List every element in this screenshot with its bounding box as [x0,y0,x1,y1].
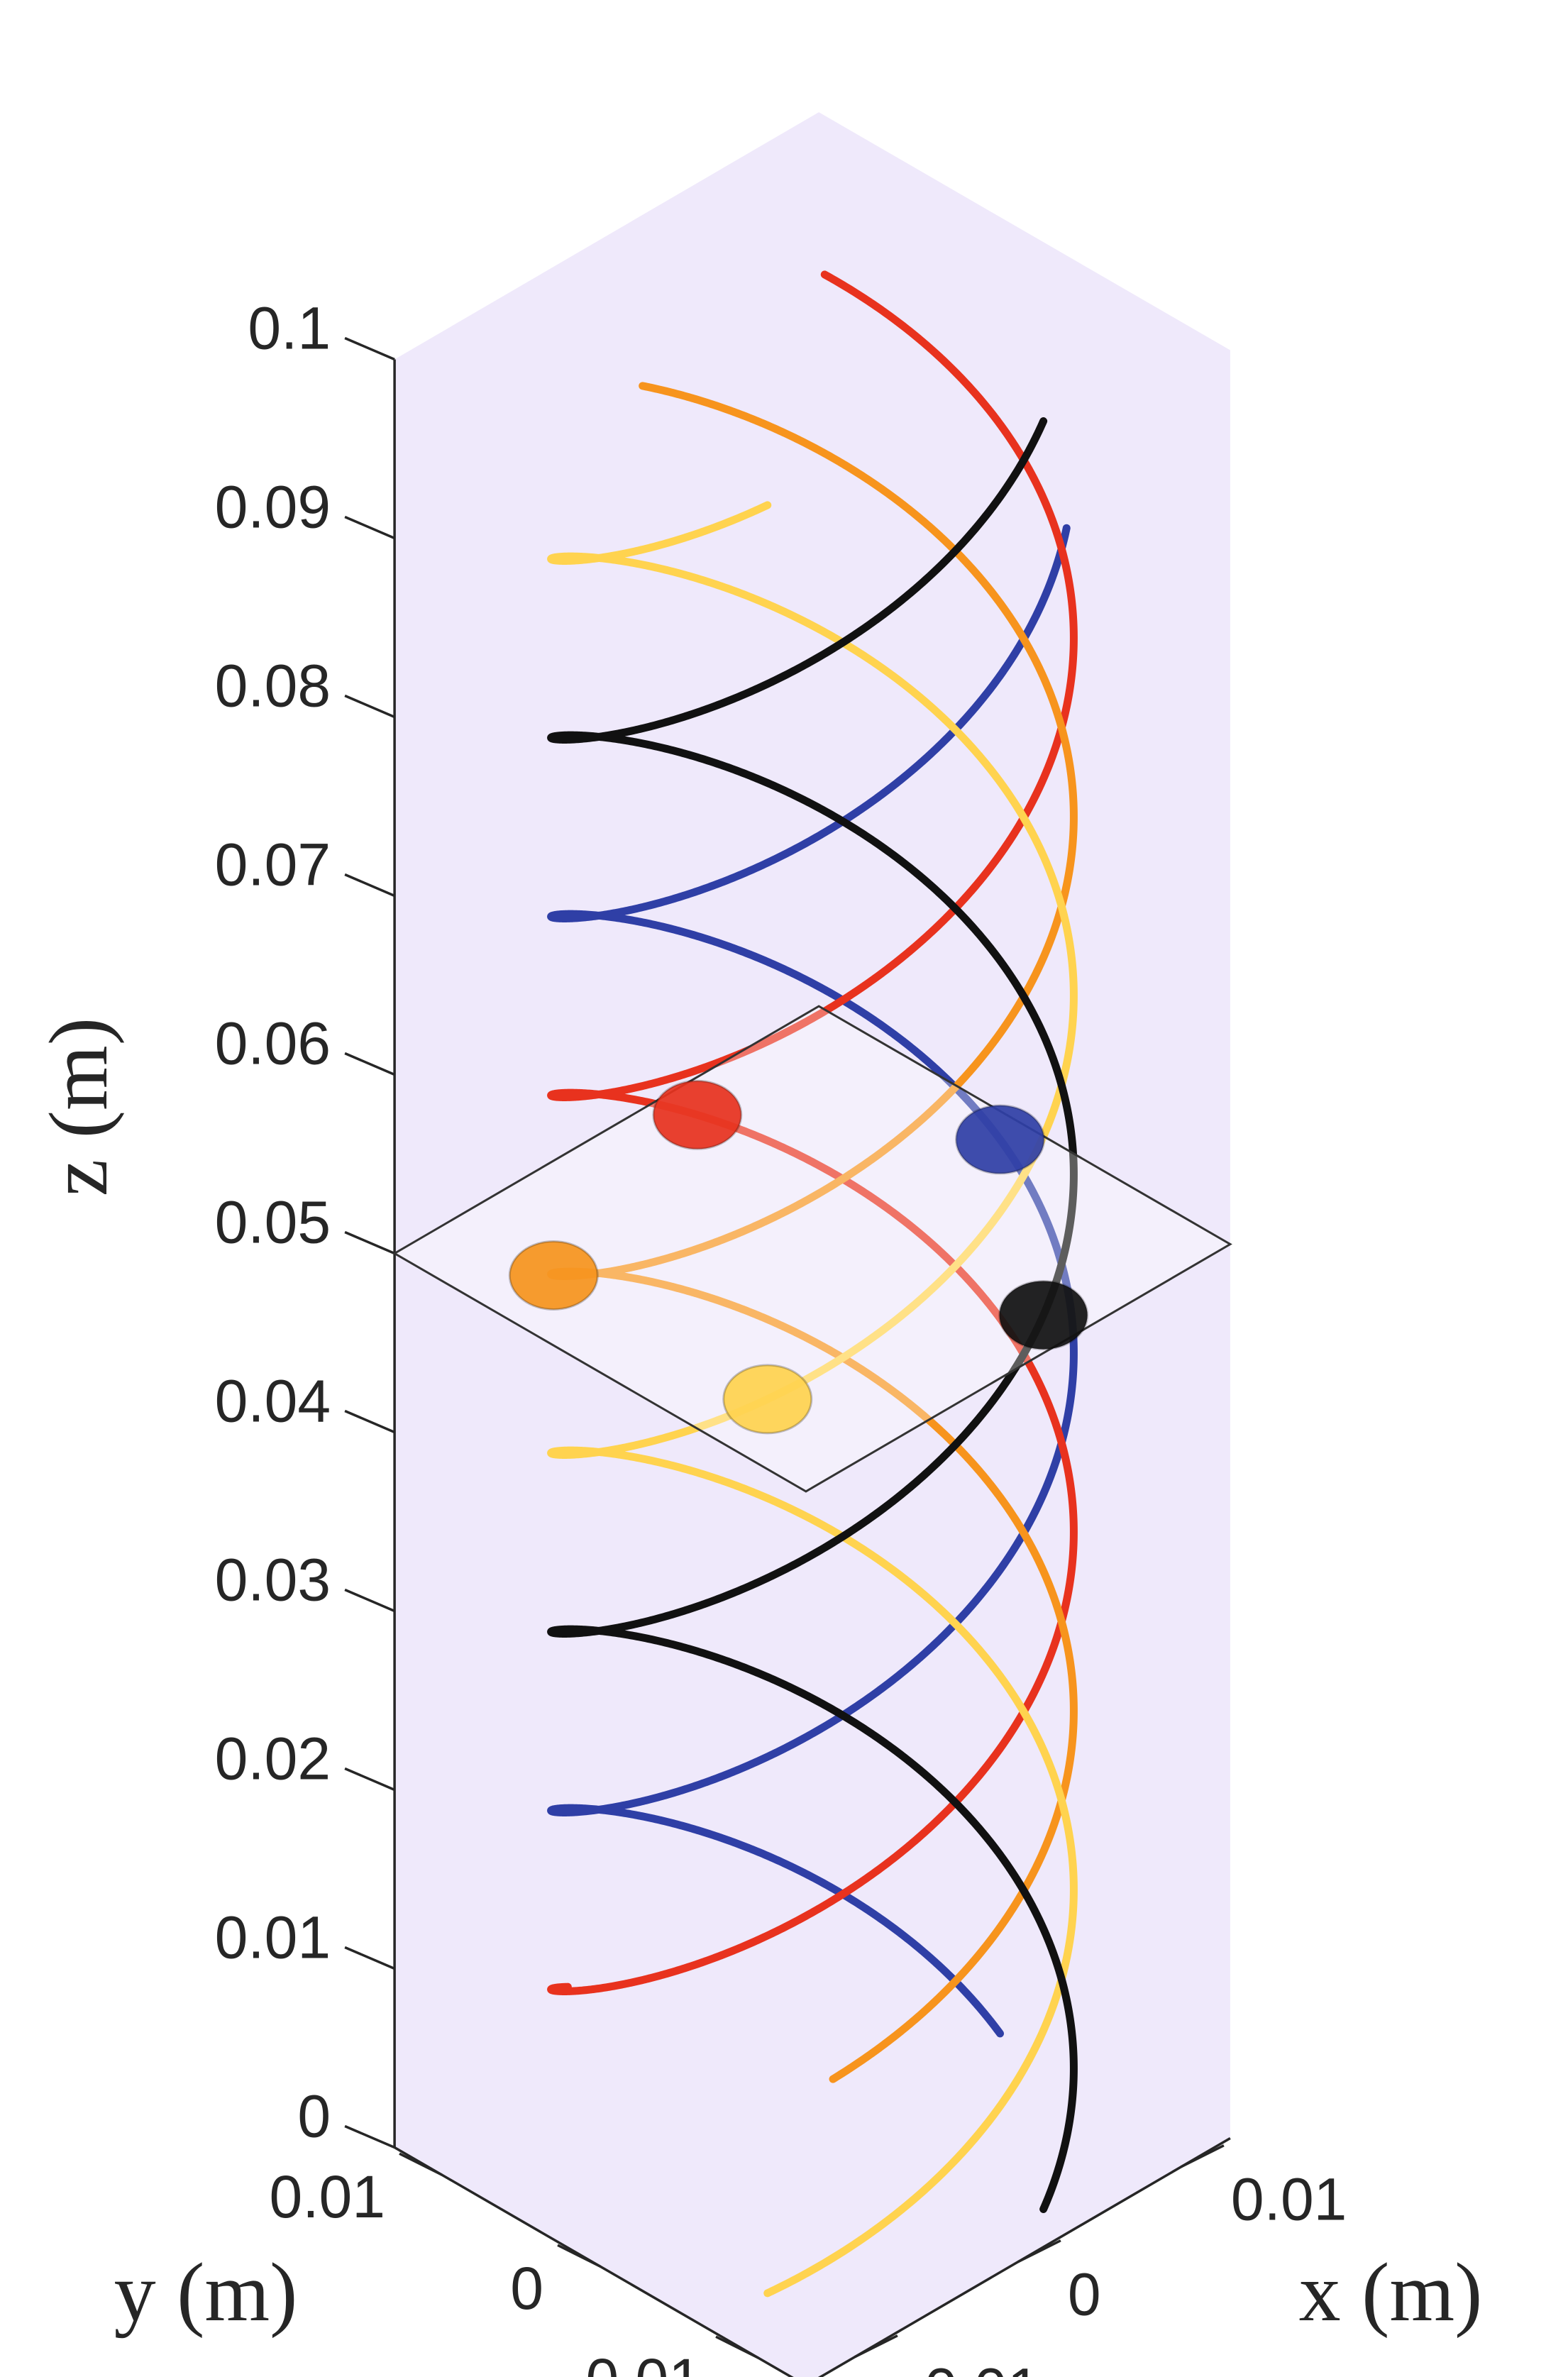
z-tick-mark [344,336,395,361]
x-tick-mark [1017,2239,1061,2263]
z-tick-label: 0.04 [215,1368,331,1435]
z-tick-label: 0.01 [215,1904,331,1971]
position-marker-2 [652,1079,743,1150]
z-tick-mark [344,1052,395,1076]
x-tick-label: 0.01 [1231,2166,1347,2233]
position-marker-4 [722,1364,813,1435]
z-tick-label: 0.09 [215,474,331,541]
z-tick-mark [344,694,395,719]
tick-labels: 0 0.01 0.02 0.03 0.04 0.05 0.06 0.07 0.08 0.09 0.1… [215,295,1347,2377]
position-marker-1 [955,1104,1045,1175]
z-tick-label: 0 [297,2083,331,2150]
z-tick-mark [344,2124,395,2149]
position-marker-5 [998,1279,1089,1350]
z-tick-mark [344,515,395,540]
z-tick-label: 0.06 [215,1010,331,1077]
y-tick-mark [399,2152,443,2176]
z-tick-mark [344,873,395,898]
z-tick-label: 0.1 [248,295,331,362]
y-tick-label: -0.01 [566,2346,702,2377]
x-tick-mark [1181,2144,1225,2168]
x-tick-mark [854,2334,898,2359]
z-axis-label: z (m) [32,1017,125,1196]
z-tick-label: 0.02 [215,1726,331,1792]
x-axis-label: x (m) [1299,2246,1483,2339]
z-tick-mark [344,1230,395,1255]
position-markers [508,1079,1089,1435]
helix-series-1 [547,524,1078,2038]
y-axis-label: y (m) [114,2246,298,2339]
z-tick-mark [344,1946,395,1970]
y-tick-label: 0.01 [270,2163,386,2230]
z-tick-label: 0.05 [215,1189,331,1256]
y-tick-mark [557,2244,601,2268]
x-tick-label: -0.01 [905,2356,1040,2377]
x-tick-label: 0 [1068,2261,1101,2328]
z-tick-mark [344,1767,395,1792]
y-tick-mark [715,2335,759,2359]
position-marker-3 [508,1240,599,1311]
y-tick-label: 0 [510,2255,543,2322]
z-tick-label: 0.07 [215,832,331,898]
z-tick-label: 0.08 [215,653,331,719]
z-tick-mark [344,1588,395,1613]
z-tick-mark [344,1409,395,1434]
z-tick-label: 0.03 [215,1547,331,1614]
